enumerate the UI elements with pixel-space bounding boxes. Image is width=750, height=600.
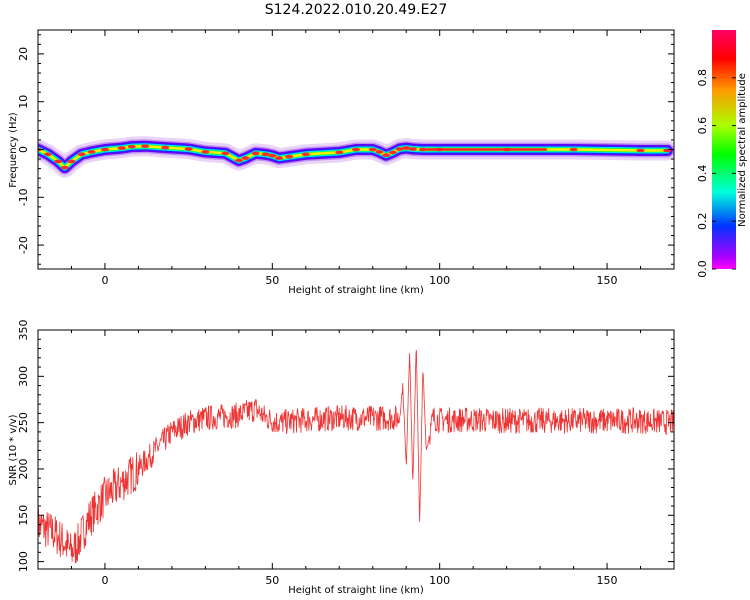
snr-plot-area xyxy=(38,330,674,569)
snr-y-ticks: 100 150 200 250 300 350 xyxy=(17,320,674,572)
ridge-peak xyxy=(352,147,360,152)
ridge-peak xyxy=(335,150,344,155)
spectrogram-y-tick-label: 20 xyxy=(17,47,30,61)
spectrogram-x-tick-label: 150 xyxy=(597,274,618,287)
spectrogram-panel: 0 50 100 150 -20 -10 0 10 20 Height of straight… xyxy=(8,29,675,296)
ridge-peak xyxy=(636,148,645,153)
ridge-peak xyxy=(77,152,86,157)
ridge-peak xyxy=(251,151,260,156)
colorbar-tick-label: 0.0 xyxy=(696,260,709,278)
ridge-peak xyxy=(569,147,578,152)
spectral-ridge xyxy=(38,136,674,178)
ridge-peak xyxy=(261,152,270,157)
figure-title: S124.2022.010.20.49.E27 xyxy=(265,2,448,18)
spectrogram-y-tick-label: 10 xyxy=(17,95,30,109)
spectrogram-y-ticks: -20 -10 0 10 20 xyxy=(17,34,674,265)
spectrogram-x-tick-label: 100 xyxy=(429,274,450,287)
colorbar-gradient xyxy=(712,30,736,269)
ridge-peak xyxy=(241,156,250,160)
spectrogram-x-tick-label: 0 xyxy=(101,274,108,287)
ridge-peak xyxy=(268,153,277,158)
ridge-peak xyxy=(67,159,76,164)
ridge-peak xyxy=(408,147,417,151)
snr-frame xyxy=(37,329,675,570)
ridge-peak xyxy=(201,150,210,154)
ridge-peak xyxy=(87,150,96,154)
spectrogram-y-tick-label: -10 xyxy=(17,188,30,206)
colorbar-tick-label: 0.6 xyxy=(696,117,709,135)
ridge-peak xyxy=(161,145,170,150)
snr-y-tick-label: 100 xyxy=(17,551,30,572)
ridge-peak xyxy=(418,147,427,152)
ridge-peak xyxy=(375,150,384,154)
snr-y-tick-label: 150 xyxy=(17,505,30,526)
colorbar-label: Normalized spectral amplitude xyxy=(737,73,748,227)
ridge-peak xyxy=(275,156,284,160)
snr-series-line xyxy=(38,350,674,564)
ridge-peak xyxy=(184,147,193,151)
snr-y-tick-label: 200 xyxy=(17,458,30,479)
ridge-peak xyxy=(285,154,294,159)
spectrogram-y-tick-label: -20 xyxy=(17,236,30,254)
spectrogram-x-tick-label: 50 xyxy=(265,274,279,287)
ridge-peak xyxy=(382,153,391,158)
snr-x-label: Height of straight line (km) xyxy=(288,585,424,596)
ridge-peak xyxy=(127,144,136,149)
snr-y-tick-label: 300 xyxy=(17,366,30,387)
snr-x-ticks: 0 50 100 150 xyxy=(37,330,675,587)
ridge-peak xyxy=(141,144,150,148)
ridge-peak xyxy=(388,150,397,155)
spectrogram-y-tick-label: 0 xyxy=(17,146,30,153)
ridge-peak xyxy=(54,159,63,164)
snr-y-tick-label: 350 xyxy=(17,320,30,341)
ridge-peak xyxy=(44,152,53,157)
ridge-peak xyxy=(402,146,411,150)
ridge-peak xyxy=(221,151,230,156)
snr-y-tick-label: 250 xyxy=(17,412,30,433)
snr-x-tick-label: 0 xyxy=(101,574,108,587)
ridge-peak xyxy=(234,158,243,163)
spectrogram-y-label: Frequency (Hz) xyxy=(8,112,19,188)
ridge-peak xyxy=(100,147,109,152)
snr-y-label: SNR (10 * v/v) xyxy=(8,414,19,485)
snr-x-tick-label: 100 xyxy=(429,574,450,587)
colorbar-tick-label: 0.4 xyxy=(696,165,709,183)
spectrogram-x-label: Height of straight line (km) xyxy=(288,285,424,296)
ridge-peak xyxy=(368,147,377,152)
colorbar: 0.0 0.2 0.4 0.6 0.8 Normalized spectral ampl… xyxy=(696,30,748,278)
snr-x-tick-label: 150 xyxy=(597,574,618,587)
ridge-peak xyxy=(60,165,69,170)
ridge-peak xyxy=(117,146,126,150)
colorbar-ticks: 0.0 0.2 0.4 0.6 0.8 xyxy=(696,69,736,278)
ridge-peak xyxy=(301,152,310,157)
spectrogram-x-ticks: 0 50 100 150 xyxy=(37,30,675,287)
colorbar-tick-label: 0.8 xyxy=(696,69,709,87)
colorbar-tick-label: 0.2 xyxy=(696,212,709,230)
ridge-peak xyxy=(395,147,404,151)
snr-panel: 0 50 100 150 100 150 200 250 300 350 Height of s… xyxy=(8,320,675,596)
snr-x-tick-label: 50 xyxy=(265,574,279,587)
